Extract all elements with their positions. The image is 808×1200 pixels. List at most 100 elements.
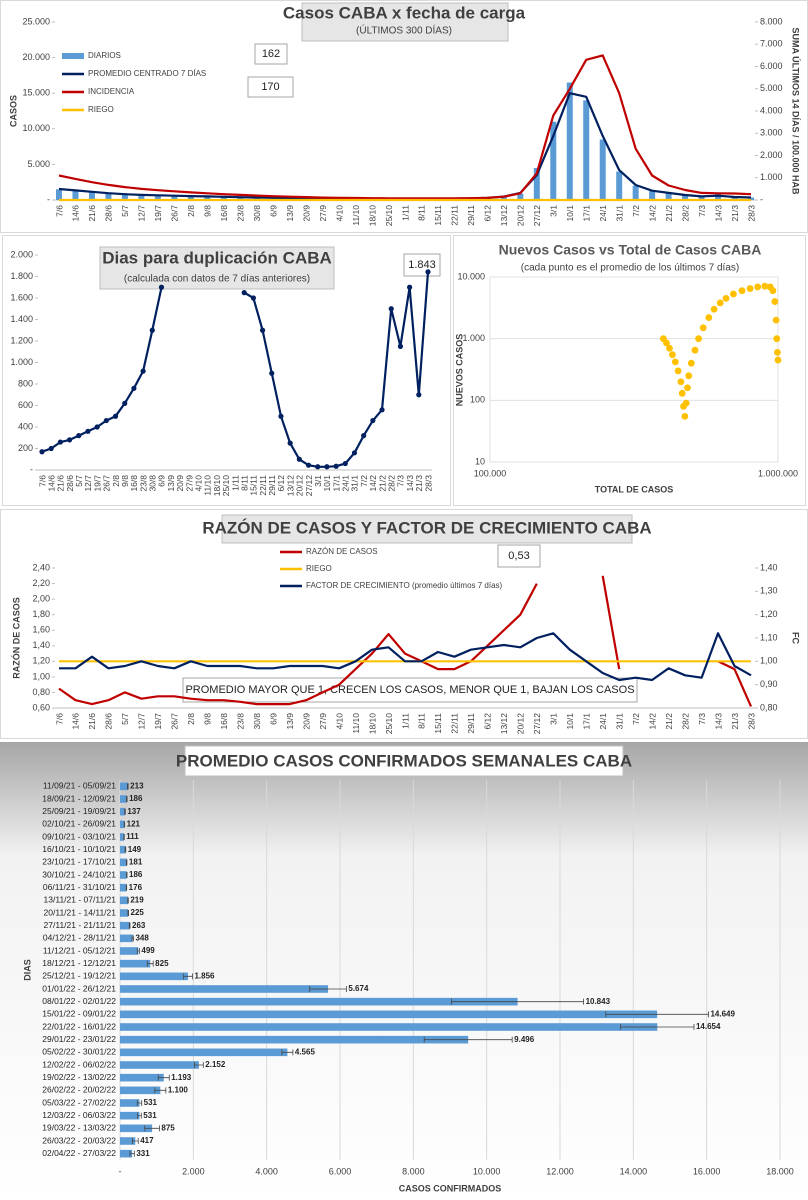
panel: [0, 509, 808, 739]
x-tick-label: 26/7: [170, 713, 180, 730]
bar: [665, 192, 672, 200]
x-tick-label: 30/8: [148, 475, 158, 492]
x-tick-label: 7/6: [54, 713, 64, 725]
x-tick-label: -: [119, 1166, 122, 1176]
y-tick-label: 10.000: [457, 271, 485, 281]
chart-subtitle: (cada punto es el promedio de los último…: [521, 263, 739, 274]
y-tick-label: 09/10/21 - 03/10/21: [42, 831, 116, 841]
y-tick-label: 20/11/21 - 14/11/21: [44, 907, 117, 917]
x-tick-label: 9/8: [203, 205, 213, 217]
point: [305, 462, 312, 468]
y-tick-label: 400: [18, 421, 33, 431]
y-tick-label: 10.000: [22, 123, 50, 133]
point: [773, 335, 781, 343]
y-tick-label: 200: [18, 443, 33, 453]
x-tick-label: 25/10: [384, 205, 394, 227]
title-box: [184, 745, 624, 777]
bar: [220, 196, 227, 200]
data-label: 4.565: [295, 1047, 316, 1056]
x-tick-label: 21/3: [730, 205, 740, 222]
y-tick-label: 1,00: [32, 671, 50, 681]
bar: [120, 972, 189, 981]
y2-tick-label: 7.000: [760, 39, 783, 49]
x-tick-label: 4/10: [193, 475, 203, 492]
point: [687, 359, 695, 367]
y2-tick-label: 5.000: [760, 83, 783, 93]
annotation-box: [403, 253, 441, 277]
point: [663, 339, 670, 347]
x-tick-label: 15/11: [433, 713, 443, 734]
x-tick-label: 28/3: [746, 713, 756, 730]
x-tick-label: 11/10: [203, 475, 213, 496]
annotation: 1.843: [408, 259, 436, 271]
point: [666, 344, 673, 352]
annotation-box: [497, 544, 541, 568]
y-tick-label: 22/01/22 - 16/01/22: [42, 1021, 116, 1031]
x-tick-label: 22/11: [258, 475, 268, 496]
y-axis-label: NUEVOS CASOS: [454, 334, 464, 407]
y2-tick-label: 4.000: [760, 105, 783, 115]
series-line: [59, 632, 752, 682]
x-tick-label: 13/9: [166, 475, 176, 492]
data-label: 331: [136, 1149, 150, 1158]
bar: [649, 190, 656, 200]
x-tick-label: 14/6: [71, 205, 81, 222]
y-tick-label: 02/10/21 - 26/09/21: [42, 819, 116, 829]
error-bar: [620, 1024, 695, 1030]
y-tick-label: 600: [18, 400, 33, 410]
point: [710, 305, 718, 313]
bar: [120, 1086, 161, 1095]
bar: [120, 845, 126, 854]
x-tick-label: 7/2: [359, 475, 369, 487]
data-label: 9.496: [514, 1035, 535, 1044]
y-tick-label: 30/10/21 - 24/10/21: [42, 869, 116, 879]
point: [122, 400, 128, 406]
annotation: 162: [262, 48, 280, 60]
point: [269, 370, 275, 376]
y-tick-label: -: [47, 194, 50, 204]
legend-label: PROMEDIO CENTRADO 7 DÍAS: [88, 69, 206, 78]
bar: [120, 1149, 133, 1158]
point: [746, 285, 754, 292]
x-tick-label: 10.000: [473, 1166, 501, 1176]
annotation: 170: [261, 81, 279, 93]
point: [681, 412, 689, 420]
point: [671, 358, 679, 366]
x-tick-label: 29/11: [466, 205, 476, 226]
y-tick-label: 1.600: [10, 292, 33, 302]
bar: [682, 195, 689, 200]
x-tick-label: 13/9: [285, 713, 295, 730]
x-tick-label: 3/1: [549, 205, 559, 217]
x-tick-label: 21/3: [730, 713, 740, 730]
x-tick-label: 27/12: [304, 475, 314, 497]
x-tick-label: 18/10: [367, 713, 377, 735]
x-tick-label: 22/11: [450, 713, 460, 734]
bar: [237, 197, 244, 200]
point: [772, 316, 780, 324]
x-tick-label: 18.000: [766, 1166, 794, 1176]
bar: [120, 934, 133, 943]
data-label: 219: [130, 895, 144, 904]
x-tick-label: 6/12: [483, 205, 493, 222]
point: [149, 327, 155, 333]
annotation-box: [182, 677, 638, 703]
x-tick-label: 28/2: [386, 475, 396, 492]
x-tick-label: 19/7: [92, 475, 102, 492]
bar: [120, 833, 125, 841]
x-tick-label: 7/6: [54, 205, 64, 217]
data-label: 10.843: [586, 997, 611, 1006]
y-tick-label: 02/04/22 - 27/03/22: [42, 1148, 116, 1158]
x-tick-label: 7/3: [396, 475, 406, 487]
x-tick-label: 31/1: [614, 205, 624, 222]
point: [140, 368, 146, 374]
x-tick-label: 7/6: [37, 475, 47, 487]
point: [296, 456, 302, 462]
bar: [187, 196, 194, 200]
point: [379, 407, 385, 413]
x-tick-label: 27/9: [318, 713, 328, 730]
x-tick-label: 2/8: [186, 713, 196, 725]
y-tick-label: 2,20: [32, 578, 50, 588]
annotation: 0,53: [508, 550, 529, 562]
error-bar: [128, 922, 131, 929]
point: [754, 283, 762, 291]
